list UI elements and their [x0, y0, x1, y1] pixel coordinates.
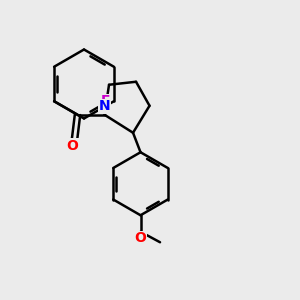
Text: F: F: [101, 94, 110, 108]
Text: N: N: [99, 99, 110, 113]
Text: O: O: [67, 139, 78, 153]
Text: O: O: [135, 231, 146, 245]
